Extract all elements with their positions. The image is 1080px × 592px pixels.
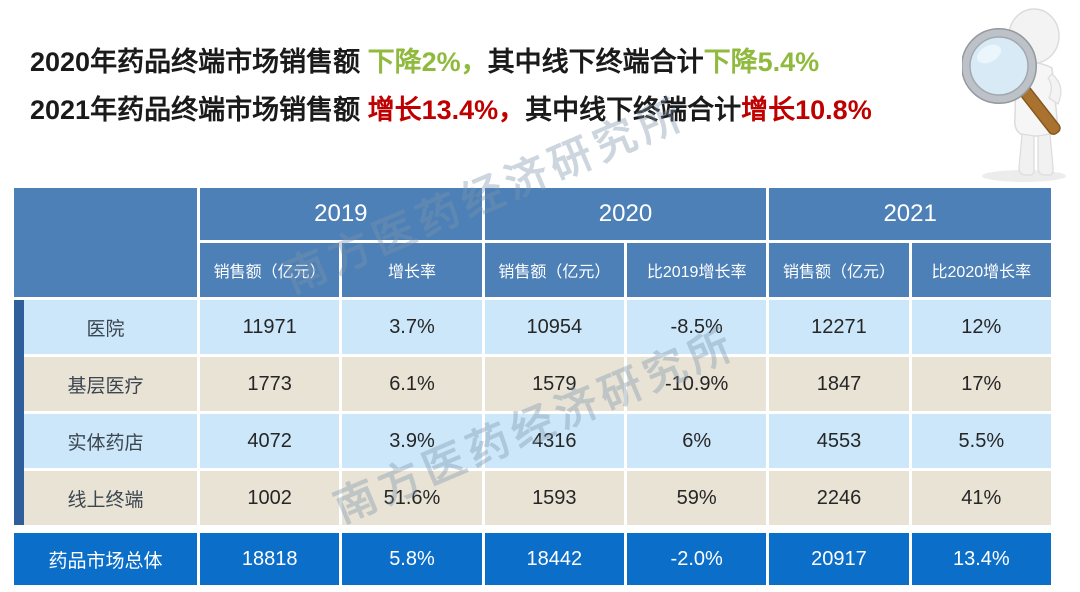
row-label-physical-pharmacy: 实体药店 <box>14 414 197 468</box>
table-cell: 1579 <box>484 357 624 411</box>
table-cell: 3.7% <box>342 300 482 354</box>
sub-header-sales-2021: 销售额（亿元） <box>769 243 909 297</box>
table-cell: 5.8% <box>342 533 482 585</box>
table-cell: 12271 <box>769 300 909 354</box>
row-label-online-terminal: 线上终端 <box>14 471 197 525</box>
table-cell: 4072 <box>200 414 340 468</box>
headline-1-highlight-decline: 下降2%， <box>367 47 488 77</box>
corner-cell <box>14 188 197 297</box>
headline-2-text: 2021年药品终端市场销售额 <box>30 95 368 125</box>
headline-1-highlight-offline: 下降5.4% <box>703 47 820 77</box>
headline-line-2: 2021年药品终端市场销售额 增长13.4%，其中线下终端合计增长10.8% <box>30 86 872 134</box>
headline: 2020年药品终端市场销售额 下降2%，其中线下终端合计下降5.4% 2021年… <box>30 38 872 134</box>
year-header-2021: 2021 <box>769 188 1051 240</box>
table-cell: 6.1% <box>342 357 482 411</box>
table-cell: 13.4% <box>911 533 1051 585</box>
table-cell: 18818 <box>200 533 340 585</box>
table-cell: 3.9% <box>342 414 482 468</box>
table-cell: 4316 <box>484 414 624 468</box>
table-cell: -10.9% <box>626 357 767 411</box>
headline-1-mid: 其中线下终端合计 <box>487 47 704 77</box>
sales-table: 2019 2020 2021 销售额（亿元） 增长率 销售额（亿元） 比2019… <box>14 188 1051 585</box>
headline-2-highlight-growth: 增长13.4%， <box>367 95 526 125</box>
table-cell: 5.5% <box>911 414 1051 468</box>
table-cell: 2246 <box>769 471 909 525</box>
table-cell: 51.6% <box>342 471 482 525</box>
table-cell: 1593 <box>484 471 624 525</box>
headline-2-highlight-offline: 增长10.8% <box>741 95 872 125</box>
row-label-total-market: 药品市场总体 <box>14 533 197 585</box>
table-cell: 11971 <box>200 300 340 354</box>
row-label-primary-care: 基层医疗 <box>14 357 197 411</box>
year-header-2020: 2020 <box>484 188 767 240</box>
table-cell: 1847 <box>769 357 909 411</box>
table-cell: 6% <box>626 414 767 468</box>
table-cell: 1773 <box>200 357 340 411</box>
table-cell: -2.0% <box>626 533 767 585</box>
year-header-2019: 2019 <box>200 188 482 240</box>
headline-1-text: 2020年药品终端市场销售额 <box>30 47 368 77</box>
table-cell: 20917 <box>769 533 909 585</box>
sub-header-growth-2020: 比2019增长率 <box>626 243 767 297</box>
table-left-edge-strip <box>14 300 24 525</box>
table-cell: 1002 <box>200 471 340 525</box>
row-label-hospital: 医院 <box>14 300 197 354</box>
table-cell: -8.5% <box>626 300 767 354</box>
row-gap <box>14 528 1051 530</box>
table-cell: 18442 <box>484 533 624 585</box>
headline-line-1: 2020年药品终端市场销售额 下降2%，其中线下终端合计下降5.4% <box>30 38 872 86</box>
sub-header-sales-2019: 销售额（亿元） <box>200 243 340 297</box>
magnifier-figure-icon <box>961 6 1072 184</box>
sub-header-growth-2019: 增长率 <box>342 243 482 297</box>
table-cell: 17% <box>911 357 1051 411</box>
table-cell: 59% <box>626 471 767 525</box>
table-cell: 12% <box>911 300 1051 354</box>
sub-header-sales-2020: 销售额（亿元） <box>484 243 624 297</box>
headline-2-mid: 其中线下终端合计 <box>525 95 742 125</box>
table-cell: 41% <box>911 471 1051 525</box>
sub-header-growth-2021: 比2020增长率 <box>911 243 1051 297</box>
table-cell: 10954 <box>484 300 624 354</box>
table-cell: 4553 <box>769 414 909 468</box>
